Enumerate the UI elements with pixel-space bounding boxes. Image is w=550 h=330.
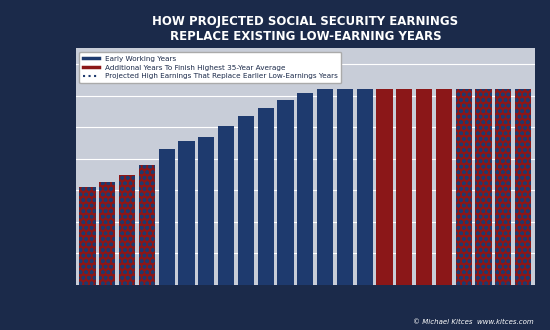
Title: HOW PROJECTED SOCIAL SECURITY EARNINGS
REPLACE EXISTING LOW-EARNING YEARS: HOW PROJECTED SOCIAL SECURITY EARNINGS R… <box>152 15 458 43</box>
Bar <box>475 89 492 285</box>
Bar <box>297 92 313 285</box>
Bar <box>495 89 512 285</box>
Bar <box>79 187 96 285</box>
Bar <box>218 126 234 285</box>
Bar <box>515 89 531 285</box>
Bar <box>436 89 452 285</box>
Bar <box>376 89 393 285</box>
Bar <box>198 137 214 285</box>
Bar <box>119 175 135 285</box>
Text: © Michael Kitces  www.kitces.com: © Michael Kitces www.kitces.com <box>412 319 534 325</box>
X-axis label: Age: Age <box>294 302 317 312</box>
Bar <box>475 89 492 285</box>
Bar <box>337 89 353 285</box>
Legend: Early Working Years, Additional Years To Finish Highest 35-Year Average, Project: Early Working Years, Additional Years To… <box>79 52 341 83</box>
Bar <box>178 142 195 285</box>
Bar <box>119 175 135 285</box>
Bar <box>257 108 274 285</box>
Bar <box>277 100 294 285</box>
Bar <box>139 165 155 285</box>
Y-axis label: Earnings: Earnings <box>15 141 25 192</box>
Bar <box>238 116 254 285</box>
Bar <box>99 182 116 285</box>
Bar <box>99 182 116 285</box>
Bar <box>356 89 373 285</box>
Bar <box>515 89 531 285</box>
Bar <box>158 149 175 285</box>
Bar <box>495 89 512 285</box>
Bar <box>317 89 333 285</box>
Bar <box>79 187 96 285</box>
Bar <box>396 89 412 285</box>
Bar <box>455 89 472 285</box>
Bar <box>416 89 432 285</box>
Bar <box>139 165 155 285</box>
Bar <box>455 89 472 285</box>
